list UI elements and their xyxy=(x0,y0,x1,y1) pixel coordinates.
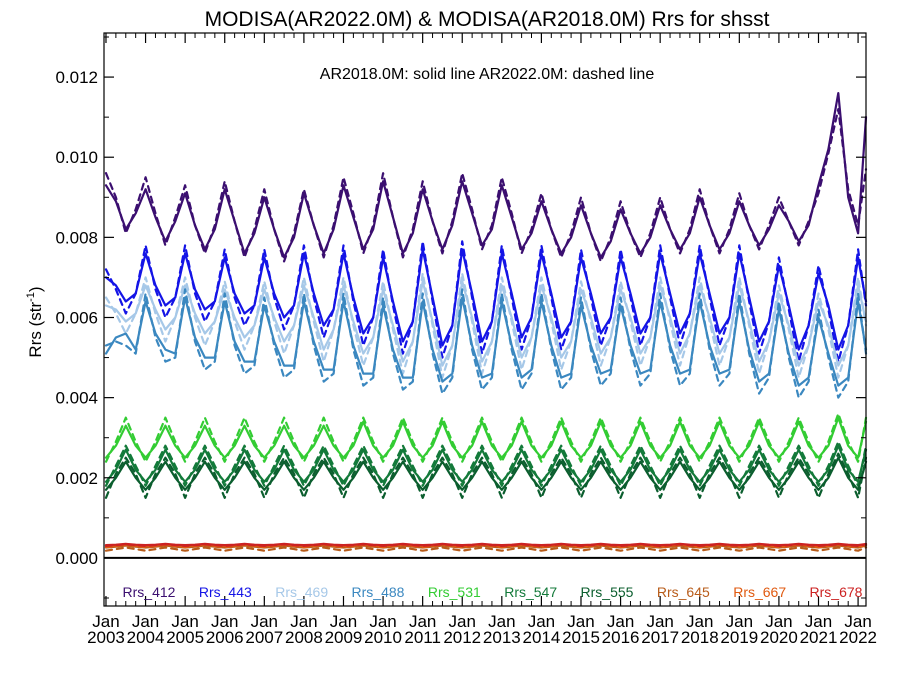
series-line-rrs-412-dashed xyxy=(104,107,868,263)
legend-entry-rrs-678: Rrs_678 xyxy=(810,584,863,600)
x-tick-year-label: 2012 xyxy=(443,628,481,647)
legend-entry-rrs-443: Rrs_443 xyxy=(199,584,252,600)
x-tick-month-label: Jan xyxy=(607,612,634,631)
x-tick-month-label: Jan xyxy=(805,612,832,631)
x-tick-month-label: Jan xyxy=(92,612,119,631)
x-tick-month-label: Jan xyxy=(171,612,198,631)
x-tick-year-label: 2008 xyxy=(285,628,323,647)
y-axis-label-superscript: -1 xyxy=(25,292,37,302)
series-line-rrs-469-solid xyxy=(104,280,868,367)
x-tick-month-label: Jan xyxy=(844,612,871,631)
series-layer xyxy=(104,91,868,552)
series-line-rrs-469-dashed xyxy=(104,272,868,379)
legend-entry-rrs-547: Rrs_547 xyxy=(504,584,557,600)
x-tick-year-label: 2005 xyxy=(166,628,204,647)
legend: Rrs_412 Rrs_443 Rrs_469 Rrs_488 Rrs_531 Rrs_5… xyxy=(123,584,863,600)
chart-title: MODISA(AR2022.0M) & MODISA(AR2018.0M) Rr… xyxy=(205,8,770,31)
x-tick-year-label: 2021 xyxy=(800,628,838,647)
series-line-rrs-488-dashed xyxy=(104,288,868,399)
x-tick-month-label: Jan xyxy=(726,612,753,631)
x-tick-year-label: 2007 xyxy=(245,628,283,647)
y-tick-label: 0.004 xyxy=(55,389,98,408)
y-tick-label: 0.006 xyxy=(55,308,98,327)
x-tick-year-label: 2011 xyxy=(404,628,441,647)
x-tick-month-label: Jan xyxy=(211,612,238,631)
legend-entry-rrs-488: Rrs_488 xyxy=(352,584,405,600)
svg-text:Rrs (str-1): Rrs (str-1) xyxy=(25,286,45,357)
x-tick-year-label: 2014 xyxy=(522,628,560,647)
legend-entry-rrs-645: Rrs_645 xyxy=(657,584,710,600)
line-style-annotation: AR2018.0M: solid line AR2022.0M: dashed … xyxy=(320,66,655,83)
legend-entry-rrs-667: Rrs_667 xyxy=(733,584,786,600)
x-tick-month-label: Jan xyxy=(449,612,476,631)
x-tick-year-label: 2015 xyxy=(562,628,600,647)
x-tick-year-label: 2003 xyxy=(87,628,125,647)
x-tick-month-label: Jan xyxy=(369,612,396,631)
x-tick-year-label: 2009 xyxy=(325,628,363,647)
series-line-rrs-531-solid xyxy=(104,416,868,459)
y-axis-label: Rrs (str-1) xyxy=(25,286,45,357)
x-tick-month-label: Jan xyxy=(528,612,555,631)
y-tick-label: 0.000 xyxy=(55,549,98,568)
x-tick-month-label: Jan xyxy=(409,612,436,631)
x-tick-year-label: 2013 xyxy=(483,628,521,647)
x-tick-year-label: 2010 xyxy=(364,628,402,647)
plot-frame xyxy=(103,32,867,607)
axes-layer: 0.0000.0020.0040.0060.0080.0100.012Jan20… xyxy=(55,32,877,647)
x-tick-month-label: Jan xyxy=(686,612,713,631)
legend-entry-rrs-412: Rrs_412 xyxy=(123,584,176,600)
y-tick-label: 0.010 xyxy=(55,148,98,167)
y-axis-label-end: ) xyxy=(26,286,45,292)
x-tick-year-label: 2006 xyxy=(206,628,244,647)
x-tick-month-label: Jan xyxy=(290,612,317,631)
x-tick-year-label: 2004 xyxy=(127,628,165,647)
x-tick-year-label: 2022 xyxy=(839,628,877,647)
legend-entry-rrs-555: Rrs_555 xyxy=(581,584,634,600)
x-tick-month-label: Jan xyxy=(488,612,515,631)
x-tick-year-label: 2018 xyxy=(681,628,719,647)
legend-entry-rrs-469: Rrs_469 xyxy=(275,584,328,600)
series-line-rrs-443-dashed xyxy=(104,240,868,363)
series-line-rrs-547-solid xyxy=(104,444,868,483)
x-tick-year-label: 2017 xyxy=(641,628,679,647)
y-tick-label: 0.002 xyxy=(55,469,98,488)
x-tick-year-label: 2016 xyxy=(602,628,640,647)
series-line-rrs-547-dashed xyxy=(104,440,868,487)
series-line-rrs-678-dashed xyxy=(104,543,868,548)
x-tick-month-label: Jan xyxy=(765,612,792,631)
x-tick-month-label: Jan xyxy=(132,612,159,631)
x-tick-month-label: Jan xyxy=(567,612,594,631)
y-axis-label-base: Rrs (str xyxy=(26,302,45,358)
x-tick-month-label: Jan xyxy=(330,612,357,631)
legend-entry-rrs-531: Rrs_531 xyxy=(428,584,481,600)
x-tick-month-label: Jan xyxy=(646,612,673,631)
x-tick-year-label: 2019 xyxy=(720,628,758,647)
y-tick-label: 0.012 xyxy=(55,68,98,87)
x-tick-month-label: Jan xyxy=(251,612,278,631)
y-tick-label: 0.008 xyxy=(55,228,98,247)
x-tick-year-label: 2020 xyxy=(760,628,798,647)
series-line-rrs-531-dashed xyxy=(104,412,868,463)
series-line-rrs-555-dashed xyxy=(104,452,868,499)
series-line-rrs-645-dashed xyxy=(104,546,868,552)
